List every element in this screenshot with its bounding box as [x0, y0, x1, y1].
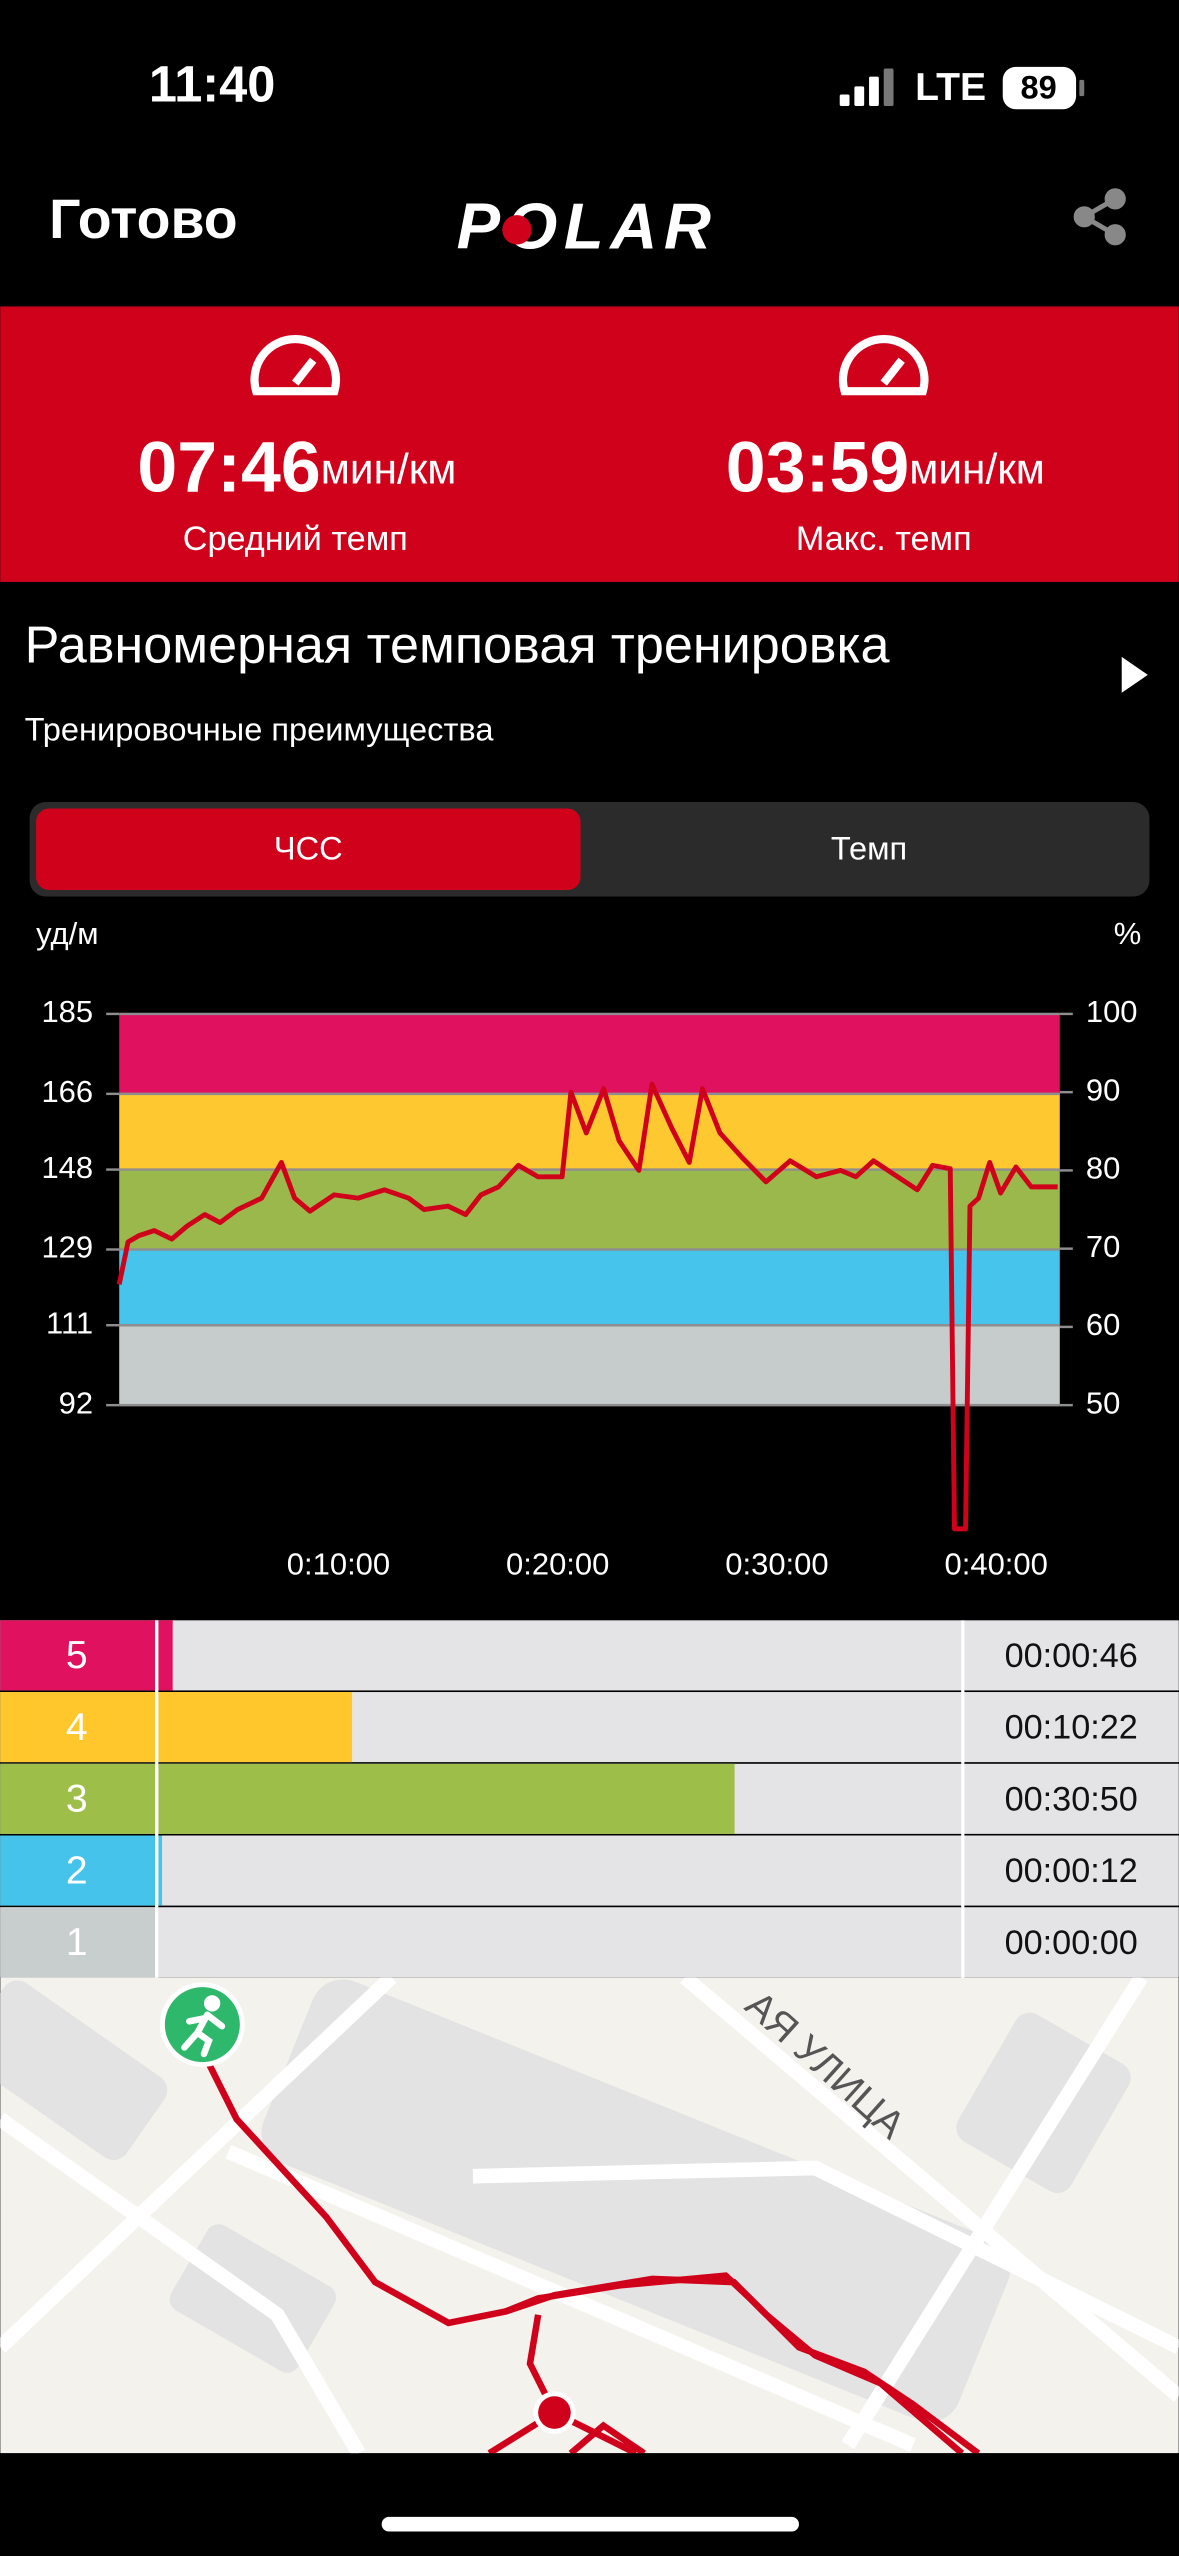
pace-unit: мин/км [321, 446, 457, 493]
hr-line [116, 1081, 1058, 1532]
stats-panel [0, 306, 1179, 582]
zone-band [119, 1249, 1060, 1326]
logo-dot [502, 215, 532, 245]
zone-bar [158, 1763, 735, 1834]
x-tick-label: 0:40:00 [945, 1547, 1048, 1582]
zone-bar [158, 1835, 163, 1906]
pace-value: 07:46 [137, 428, 320, 508]
y2-tick-label: 70 [1086, 1229, 1120, 1264]
workout-title: Равномерная темповая тренировка [25, 617, 890, 675]
zone-label: 4 [66, 1706, 88, 1749]
signal-icon [839, 68, 894, 106]
max-pace: 03:59мин/км [726, 428, 1045, 508]
zone-band [119, 1325, 1060, 1406]
zone-time: 00:00:00 [1005, 1924, 1138, 1962]
zone-bar [158, 1620, 173, 1691]
y-tick-label: 185 [41, 994, 93, 1029]
zone-time: 00:00:46 [1005, 1637, 1138, 1675]
battery-icon [1002, 66, 1077, 110]
hr-chart: 92 111 129 148 166 185 50 60 70 80 90 100 0:10:00 0:2… [41, 994, 1137, 1582]
zone-time: 00:00:12 [1005, 1852, 1138, 1890]
zone-band [119, 1013, 1060, 1094]
y2-axis-label: % [1114, 916, 1142, 951]
x-tick-label: 0:20:00 [506, 1547, 609, 1582]
share-icon[interactable] [1073, 188, 1126, 246]
y2-tick-label: 100 [1086, 994, 1138, 1029]
avg-pace: 07:46мин/км [137, 428, 456, 508]
zone-label: 5 [66, 1634, 88, 1677]
map[interactable]: АЯ УЛИЦА [0, 1970, 1179, 2454]
y-tick-label: 111 [46, 1305, 93, 1340]
zone-row [0, 1620, 1179, 1691]
zone-time: 00:30:50 [1005, 1780, 1138, 1818]
workout-subtitle: Тренировочные преимущества [25, 711, 495, 748]
zone-label-cell [0, 1835, 156, 1906]
polar-logo: POLAR [457, 190, 718, 263]
zone-row [0, 1907, 1179, 1978]
status-time: 11:40 [149, 55, 275, 112]
x-tick-label: 0:30:00 [725, 1547, 828, 1582]
zone-label: 1 [66, 1921, 88, 1964]
y2-tick-label: 60 [1086, 1307, 1120, 1342]
zone-band [119, 1093, 1060, 1170]
zone-row [0, 1835, 1179, 1906]
route [201, 2052, 981, 2454]
bottom-bar [0, 2453, 1179, 2556]
zone-label: 2 [66, 1849, 88, 1892]
tab-pace[interactable]: Темп [831, 830, 907, 867]
chevron[interactable] [1121, 656, 1148, 693]
pace-value: 03:59 [726, 428, 909, 508]
zone-label-cell [0, 1692, 156, 1763]
y-tick-label: 129 [41, 1230, 93, 1265]
gauge-icon [250, 335, 929, 396]
zone-label: 3 [66, 1778, 88, 1821]
y2-tick-label: 50 [1086, 1385, 1120, 1420]
zone-band [119, 1169, 1060, 1250]
y-axis-label: уд/м [36, 916, 98, 951]
battery-tip [1079, 79, 1085, 97]
y2-tick-label: 80 [1086, 1151, 1120, 1186]
done-button[interactable]: Готово [49, 188, 238, 250]
zone-table: 5 00:00:46 4 00:10:22 3 00:30:50 2 00:00:12 1 00:… [0, 1620, 1179, 1979]
zone-label-cell [0, 1620, 156, 1691]
battery-level: 89 [1020, 68, 1056, 105]
y2-tick-label: 90 [1086, 1072, 1120, 1107]
tab-hr[interactable]: ЧСС [274, 830, 343, 867]
pace-unit: мин/км [909, 446, 1045, 493]
zone-bar [158, 1692, 353, 1763]
zone-label-cell [0, 1763, 156, 1834]
y-tick-label: 148 [41, 1150, 93, 1185]
zone-time: 00:10:22 [1005, 1709, 1138, 1747]
status-network: LTE [915, 66, 986, 109]
home-indicator[interactable] [381, 2516, 799, 2532]
avg-pace-label: Средний темп [183, 520, 408, 558]
max-pace-label: Макс. темп [796, 520, 972, 558]
y-tick-label: 166 [41, 1074, 93, 1109]
y-tick-label: 92 [59, 1385, 93, 1420]
x-tick-label: 0:10:00 [287, 1547, 390, 1582]
zone-label-cell [0, 1907, 156, 1978]
tab-active[interactable] [36, 808, 581, 891]
